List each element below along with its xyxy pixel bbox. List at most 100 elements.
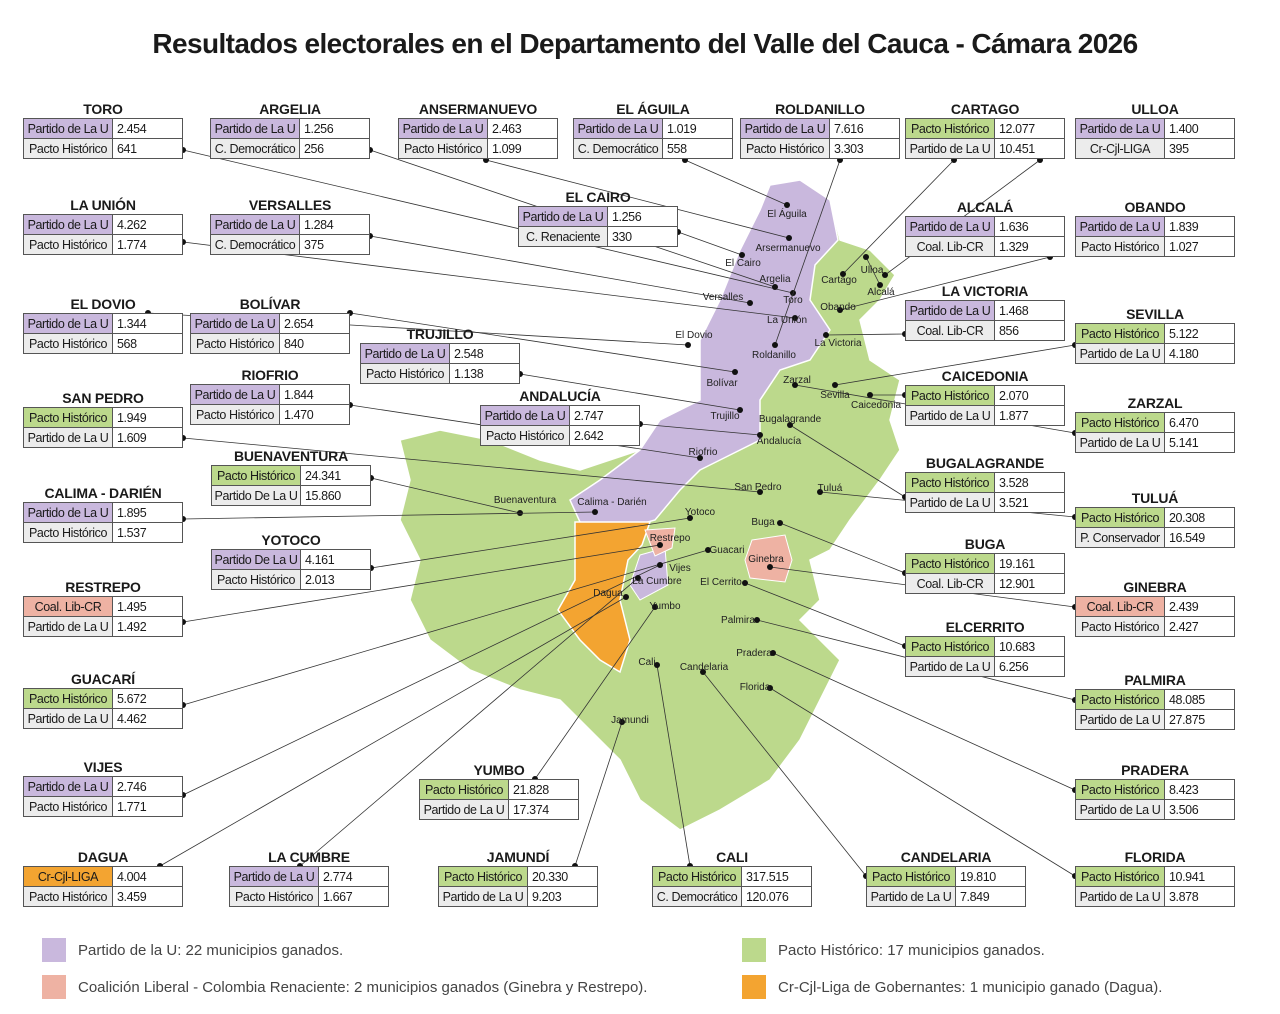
party-name: Partido de La U xyxy=(1075,886,1165,907)
region-partido-de-la-u xyxy=(569,179,839,531)
leader-line xyxy=(842,159,955,275)
vote-count: 4.180 xyxy=(1164,343,1235,364)
municipality-name: LA UNIÓN xyxy=(70,197,136,213)
winner-row: Partido de La U 1.468 xyxy=(905,300,1065,321)
leader-line xyxy=(299,577,639,867)
party-name: Pacto Histórico xyxy=(905,553,995,574)
page-title: Resultados electorales en el Departament… xyxy=(152,28,1138,59)
vote-count: 17.374 xyxy=(508,799,579,820)
winner-row: Pacto Histórico 48.085 xyxy=(1075,689,1235,710)
municipality-name: SEVILLA xyxy=(1126,306,1184,322)
municipality-box: CAICEDONIA Pacto Histórico 2.070 Partido de… xyxy=(905,368,1065,426)
runner-up-row: Pacto Histórico 641 xyxy=(23,138,183,159)
vote-count: 1.609 xyxy=(112,427,183,448)
party-name: Partido de La U xyxy=(210,214,300,235)
vote-count: 3.521 xyxy=(994,492,1065,513)
party-name: Partido de La U xyxy=(190,384,280,405)
map-label: Sevilla xyxy=(820,390,850,401)
municipality-box: OBANDO Partido de La U 1.839 Pacto Históric… xyxy=(1075,199,1235,257)
legend-item: Coalición Liberal - Colombia Renaciente:… xyxy=(42,975,647,999)
vote-count: 20.330 xyxy=(527,866,598,887)
winner-row: Coal. Lib-CR 2.439 xyxy=(1075,596,1235,617)
party-name: Partido de La U xyxy=(23,776,113,797)
map-label: Riofrio xyxy=(689,447,718,458)
vote-count: 568 xyxy=(112,333,183,354)
winner-row: Partido de La U 2.747 xyxy=(480,405,640,426)
party-name: Partido de La U xyxy=(23,427,113,448)
vote-count: 3.506 xyxy=(1164,799,1235,820)
leader-dot xyxy=(619,719,625,725)
winner-row: Partido de La U 2.463 xyxy=(398,118,558,139)
leader-dot xyxy=(685,342,691,348)
party-name: Pacto Histórico xyxy=(23,333,113,354)
legend-text: Coalición Liberal - Colombia Renaciente:… xyxy=(78,978,648,996)
map-label: Tuluá xyxy=(818,483,843,494)
municipality-box: CALIMA - DARIÉN Partido de La U 1.895 Pacto… xyxy=(23,485,183,543)
party-name: Coal. Lib-CR xyxy=(905,236,995,257)
runner-up-row: Coal. Lib-CR 856 xyxy=(905,320,1065,341)
legend-text: Cr-Cjl-Liga de Gobernantes: 1 municipio … xyxy=(778,978,1163,996)
municipality-box: EL DOVIO Partido de La U 1.344 Pacto Histór… xyxy=(23,296,183,354)
leader-line xyxy=(182,544,661,623)
vote-count: 9.203 xyxy=(527,886,598,907)
municipality-name: PALMIRA xyxy=(1124,672,1186,688)
legend-item: Cr-Cjl-Liga de Gobernantes: 1 municipio … xyxy=(742,975,1162,999)
municipality-box: VERSALLES Partido de La U 1.284 C. Democrát… xyxy=(210,197,370,255)
winner-row: Partido de La U 2.548 xyxy=(360,343,520,364)
leader-line xyxy=(677,231,743,256)
leader-dot xyxy=(823,332,829,338)
municipality-name: FLORIDA xyxy=(1124,849,1186,865)
leader-line xyxy=(834,344,1076,386)
municipality-name: ELCERRITO xyxy=(945,619,1025,635)
vote-count: 4.262 xyxy=(112,214,183,235)
runner-up-row: Coal. Lib-CR 1.329 xyxy=(905,236,1065,257)
party-name: Pacto Histórico xyxy=(1075,779,1165,800)
municipality-name: ZARZAL xyxy=(1127,395,1183,411)
runner-up-row: Coal. Lib-CR 12.901 xyxy=(905,573,1065,594)
map-label: Bolívar xyxy=(706,378,738,389)
runner-up-row: Partido de La U 3.506 xyxy=(1075,799,1235,820)
runner-up-row: Pacto Histórico 3.459 xyxy=(23,886,183,907)
winner-row: Pacto Histórico 12.077 xyxy=(905,118,1065,139)
leader-dot xyxy=(657,562,663,568)
vote-count: 395 xyxy=(1164,138,1235,159)
runner-up-row: Partido de La U 27.875 xyxy=(1075,709,1235,730)
map-label: Cali xyxy=(638,657,655,668)
vote-count: 2.013 xyxy=(300,569,371,590)
vote-count: 1.027 xyxy=(1164,236,1235,257)
municipality-box: TRUJILLO Partido de La U 2.548 Pacto Histór… xyxy=(360,326,520,384)
winner-row: Pacto Histórico 3.528 xyxy=(905,472,1065,493)
leader-dot xyxy=(687,515,693,521)
party-name: Coal. Lib-CR xyxy=(1075,596,1165,617)
map-label: Yotoco xyxy=(685,507,716,518)
party-name: Pacto Histórico xyxy=(1075,412,1165,433)
vote-count: 1.667 xyxy=(318,886,389,907)
party-name: Pacto Histórico xyxy=(905,118,995,139)
map-label: Pradera xyxy=(736,648,772,659)
map-label: Ulloa xyxy=(861,265,884,276)
leader-line xyxy=(825,333,906,336)
municipality-box: ALCALÁ Partido de La U 1.636 Coal. Lib-CR 1.… xyxy=(905,199,1065,257)
leader-line xyxy=(839,256,1051,311)
vote-count: 3.528 xyxy=(994,472,1065,493)
municipality-name: BOLÍVAR xyxy=(239,296,301,312)
vote-count: 2.642 xyxy=(569,425,640,446)
party-name: C. Democrático xyxy=(652,886,742,907)
vote-count: 856 xyxy=(994,320,1065,341)
runner-up-row: Pacto Histórico 1.667 xyxy=(229,886,389,907)
winner-row: Pacto Histórico 5.122 xyxy=(1075,323,1235,344)
runner-up-row: Pacto Histórico 840 xyxy=(190,333,350,354)
leader-dot xyxy=(882,272,888,278)
leader-line xyxy=(684,159,788,206)
vote-count: 4.462 xyxy=(112,708,183,729)
runner-up-row: Partido de La U 4.462 xyxy=(23,708,183,729)
party-name: Partido de La U xyxy=(518,206,608,227)
leader-line xyxy=(534,606,656,780)
winner-row: Pacto Histórico 10.683 xyxy=(905,636,1065,657)
vote-count: 12.901 xyxy=(994,573,1065,594)
vote-count: 19.161 xyxy=(994,553,1065,574)
leader-dot xyxy=(792,382,798,388)
legend-swatch xyxy=(42,938,66,962)
map-labels: El Águila Arsermanuevo El Cairo Argelia Cart… xyxy=(494,207,902,726)
winner-row: Pacto Histórico 20.330 xyxy=(438,866,598,887)
